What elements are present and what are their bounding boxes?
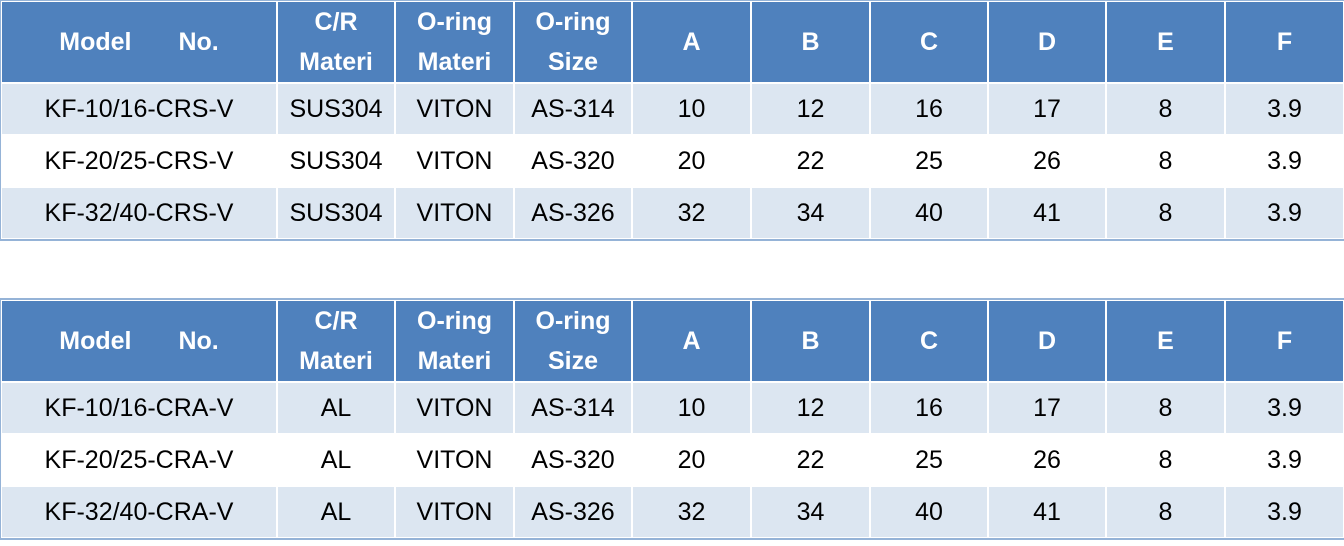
- data-cell: AS-320: [513, 433, 633, 487]
- data-cell: VITON: [394, 82, 515, 136]
- header-cell: O-ring Materi: [394, 0, 515, 84]
- data-cell: AL: [276, 433, 396, 487]
- data-cell: SUS304: [276, 82, 396, 136]
- data-row: KF-20/25-CRA-V AL VITON AS-320 20 22 25 26 8 3.9: [0, 433, 1344, 487]
- spec-table: Model No. C/R Materi O-ring Materi O-ring S…: [0, 298, 1344, 540]
- data-cell: 17: [987, 82, 1107, 136]
- header-cell: D: [987, 299, 1107, 383]
- header-cell: F: [1224, 0, 1344, 84]
- header-cell: C: [869, 0, 989, 84]
- data-cell: VITON: [394, 433, 515, 487]
- data-cell: 12: [750, 82, 871, 136]
- data-cell: VITON: [394, 134, 515, 188]
- header-cell: F: [1224, 299, 1344, 383]
- data-cell: 34: [750, 186, 871, 240]
- data-cell: 32: [631, 186, 752, 240]
- data-cell: 3.9: [1224, 433, 1344, 487]
- data-cell: 16: [869, 82, 989, 136]
- data-cell: 41: [987, 485, 1107, 539]
- data-row: KF-10/16-CRA-V AL VITON AS-314 10 12 16 17 8 3.9: [0, 381, 1344, 435]
- header-cell: C/R Materi: [276, 0, 396, 84]
- header-cell: C: [869, 299, 989, 383]
- data-cell: 12: [750, 381, 871, 435]
- data-cell: 8: [1105, 381, 1226, 435]
- data-cell: 3.9: [1224, 186, 1344, 240]
- data-row: KF-20/25-CRS-V SUS304 VITON AS-320 20 22 25 26 8…: [0, 134, 1344, 188]
- header-cell: O-ring Materi: [394, 299, 515, 383]
- header-cell: Model No.: [0, 299, 278, 383]
- header-cell: E: [1105, 0, 1226, 84]
- data-cell: VITON: [394, 381, 515, 435]
- header-cell: B: [750, 0, 871, 84]
- header-cell: O-ring Size: [513, 0, 633, 84]
- data-cell: 41: [987, 186, 1107, 240]
- data-cell: 26: [987, 433, 1107, 487]
- data-cell: VITON: [394, 485, 515, 539]
- data-cell: 20: [631, 134, 752, 188]
- data-cell: 22: [750, 433, 871, 487]
- data-cell: 3.9: [1224, 485, 1344, 539]
- data-cell: AL: [276, 485, 396, 539]
- data-cell: 17: [987, 381, 1107, 435]
- data-cell: KF-32/40-CRS-V: [0, 186, 278, 240]
- data-cell: KF-10/16-CRS-V: [0, 82, 278, 136]
- data-cell: 8: [1105, 433, 1226, 487]
- header-row: Model No. C/R Materi O-ring Materi O-ring S…: [0, 0, 1344, 84]
- data-cell: 40: [869, 186, 989, 240]
- header-cell: Model No.: [0, 0, 278, 84]
- data-cell: KF-10/16-CRA-V: [0, 381, 278, 435]
- data-cell: AL: [276, 381, 396, 435]
- data-cell: SUS304: [276, 134, 396, 188]
- data-cell: 8: [1105, 82, 1226, 136]
- data-cell: 3.9: [1224, 381, 1344, 435]
- header-cell: A: [631, 299, 752, 383]
- data-cell: 22: [750, 134, 871, 188]
- data-cell: 25: [869, 433, 989, 487]
- data-cell: KF-32/40-CRA-V: [0, 485, 278, 539]
- header-cell: D: [987, 0, 1107, 84]
- data-row: KF-32/40-CRA-V AL VITON AS-326 32 34 40 41 8 3.9: [0, 485, 1344, 539]
- data-row: KF-10/16-CRS-V SUS304 VITON AS-314 10 12 16 17 8…: [0, 82, 1344, 136]
- data-cell: 26: [987, 134, 1107, 188]
- data-cell: 8: [1105, 485, 1226, 539]
- spec-table: Model No. C/R Materi O-ring Materi O-ring S…: [0, 0, 1344, 241]
- data-cell: 3.9: [1224, 82, 1344, 136]
- data-cell: 10: [631, 381, 752, 435]
- header-cell: O-ring Size: [513, 299, 633, 383]
- header-cell: C/R Materi: [276, 299, 396, 383]
- data-cell: 8: [1105, 134, 1226, 188]
- header-cell: A: [631, 0, 752, 84]
- header-cell: E: [1105, 299, 1226, 383]
- data-cell: AS-314: [513, 381, 633, 435]
- data-cell: 25: [869, 134, 989, 188]
- data-cell: 20: [631, 433, 752, 487]
- data-cell: AS-326: [513, 186, 633, 240]
- data-cell: KF-20/25-CRA-V: [0, 433, 278, 487]
- data-cell: SUS304: [276, 186, 396, 240]
- data-cell: 34: [750, 485, 871, 539]
- data-cell: VITON: [394, 186, 515, 240]
- data-cell: KF-20/25-CRS-V: [0, 134, 278, 188]
- data-cell: AS-314: [513, 82, 633, 136]
- data-cell: 8: [1105, 186, 1226, 240]
- data-cell: 40: [869, 485, 989, 539]
- data-row: KF-32/40-CRS-V SUS304 VITON AS-326 32 34 40 41 8…: [0, 186, 1344, 240]
- header-row: Model No. C/R Materi O-ring Materi O-ring S…: [0, 299, 1344, 383]
- header-cell: B: [750, 299, 871, 383]
- data-cell: 32: [631, 485, 752, 539]
- data-cell: 16: [869, 381, 989, 435]
- data-cell: 10: [631, 82, 752, 136]
- data-cell: 3.9: [1224, 134, 1344, 188]
- data-cell: AS-320: [513, 134, 633, 188]
- data-cell: AS-326: [513, 485, 633, 539]
